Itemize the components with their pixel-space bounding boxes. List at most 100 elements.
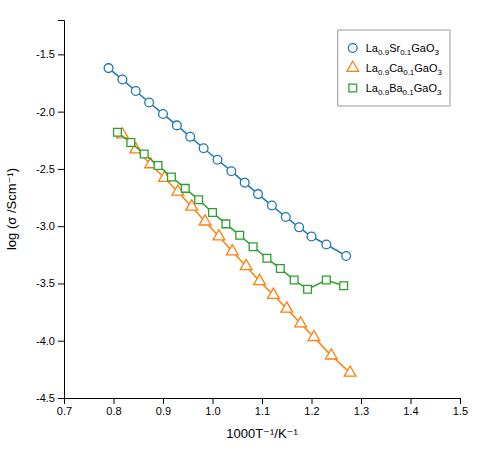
- point: [159, 110, 168, 119]
- legend-label: La0.9Ba0.1GaO3: [366, 82, 442, 97]
- x-axis-tick: 0.7: [57, 398, 72, 417]
- tick-mark: [312, 398, 313, 404]
- point: [263, 254, 271, 262]
- tick-label: -3.5: [36, 277, 55, 289]
- legend-symbol: [349, 84, 357, 92]
- series-line: [122, 135, 350, 373]
- tick-label: 1.0: [205, 405, 220, 417]
- tick-label: -4.0: [36, 335, 55, 347]
- tick-label: -3.0: [36, 220, 55, 232]
- chart: 0.70.80.91.01.11.21.31.41.5-4.5-4.0-3.5-…: [0, 0, 480, 450]
- y-axis-tick: -3.5: [36, 277, 64, 289]
- y-axis-tick: -2.5: [36, 163, 64, 175]
- tick-mark: [58, 226, 64, 227]
- tick-mark: [114, 398, 115, 404]
- point: [236, 231, 244, 239]
- point: [127, 139, 135, 147]
- x-axis-tick: 0.9: [156, 398, 171, 417]
- x-axis-tick: 1.3: [354, 398, 369, 417]
- point: [340, 282, 348, 290]
- tick-label: 0.8: [106, 405, 121, 417]
- point: [308, 330, 320, 340]
- series-points: [104, 64, 350, 261]
- tick-label: -4.5: [36, 392, 55, 404]
- point: [307, 232, 316, 241]
- point: [295, 317, 307, 327]
- point: [322, 240, 331, 249]
- tick-label: 1.4: [403, 405, 418, 417]
- point: [140, 150, 148, 158]
- point: [199, 144, 208, 153]
- point: [249, 243, 257, 251]
- plot-area: [104, 64, 356, 376]
- point: [209, 209, 217, 217]
- point: [254, 190, 263, 199]
- x-axis-title: 1000T⁻¹/K⁻¹: [226, 426, 298, 441]
- legend-symbol: [347, 61, 359, 71]
- legend-label: La0.9Ca0.1GaO3: [366, 62, 443, 77]
- x-axis: 0.7 0.8 0.9 1.0 1.1 1.2 1.3 1.4 1.5: [57, 398, 468, 417]
- legend: La0.9Sr0.1GaO3 La0.9Ca0.1GaO3 La0.9Ba0.1Ga…: [338, 30, 450, 106]
- tick-label: -2.0: [36, 106, 55, 118]
- point: [281, 213, 290, 222]
- tick-mark: [58, 341, 64, 342]
- tick-label: 1.3: [354, 405, 369, 417]
- tick-label: 1.5: [453, 405, 468, 417]
- point: [322, 276, 330, 284]
- y-axis-title: log (σ /Scm⁻¹): [4, 168, 19, 250]
- point: [227, 167, 236, 176]
- point: [240, 259, 252, 269]
- y-axis-tick: -1.5: [36, 48, 64, 60]
- tick-mark: [411, 398, 412, 404]
- point: [104, 64, 113, 73]
- point: [213, 155, 222, 164]
- point: [290, 276, 298, 284]
- y-axis: -4.5 -4.0 -3.5 -3.0 -2.5 -2.0 -1.5: [36, 21, 64, 405]
- tick-label: 1.2: [304, 405, 319, 417]
- legend-label: La0.9Sr0.1GaO3: [366, 42, 440, 57]
- point: [181, 185, 189, 193]
- point: [213, 230, 225, 240]
- point: [226, 245, 238, 255]
- tick-mark: [58, 112, 64, 113]
- point: [276, 265, 284, 273]
- tick-label: -2.5: [36, 163, 55, 175]
- tick-mark: [213, 398, 214, 404]
- point: [154, 162, 162, 170]
- point: [186, 132, 195, 141]
- point: [172, 121, 181, 130]
- point: [131, 87, 140, 96]
- point: [240, 178, 249, 187]
- series-points: [117, 128, 356, 376]
- tick-label: -1.5: [36, 48, 55, 60]
- point: [344, 366, 356, 376]
- x-axis-tick: 0.8: [106, 398, 121, 417]
- y-axis-tick: -4.5: [36, 392, 64, 404]
- point: [304, 285, 312, 293]
- series-line: [117, 132, 343, 289]
- x-axis-tick: 1.2: [304, 398, 319, 417]
- tick-mark: [163, 398, 164, 404]
- tick-mark: [361, 398, 362, 404]
- tick-mark: [58, 398, 64, 399]
- tick-label: 1.1: [255, 405, 270, 417]
- y-axis-tick: -2.0: [36, 106, 64, 118]
- tick-label: 0.9: [156, 405, 171, 417]
- tick-label: 0.7: [57, 405, 72, 417]
- y-axis-line: [58, 21, 65, 399]
- point: [195, 196, 203, 204]
- legend-symbol: [348, 44, 357, 53]
- point: [168, 173, 176, 181]
- series-line: [109, 68, 347, 256]
- tick-mark: [58, 54, 64, 55]
- point: [281, 302, 293, 312]
- point: [267, 288, 279, 298]
- point: [342, 252, 351, 261]
- point: [222, 220, 230, 228]
- x-axis-tick: 1.0: [205, 398, 220, 417]
- point: [114, 128, 122, 136]
- y-axis-tick: -4.0: [36, 335, 64, 347]
- point: [118, 75, 127, 84]
- tick-mark: [262, 398, 263, 404]
- point: [325, 349, 337, 359]
